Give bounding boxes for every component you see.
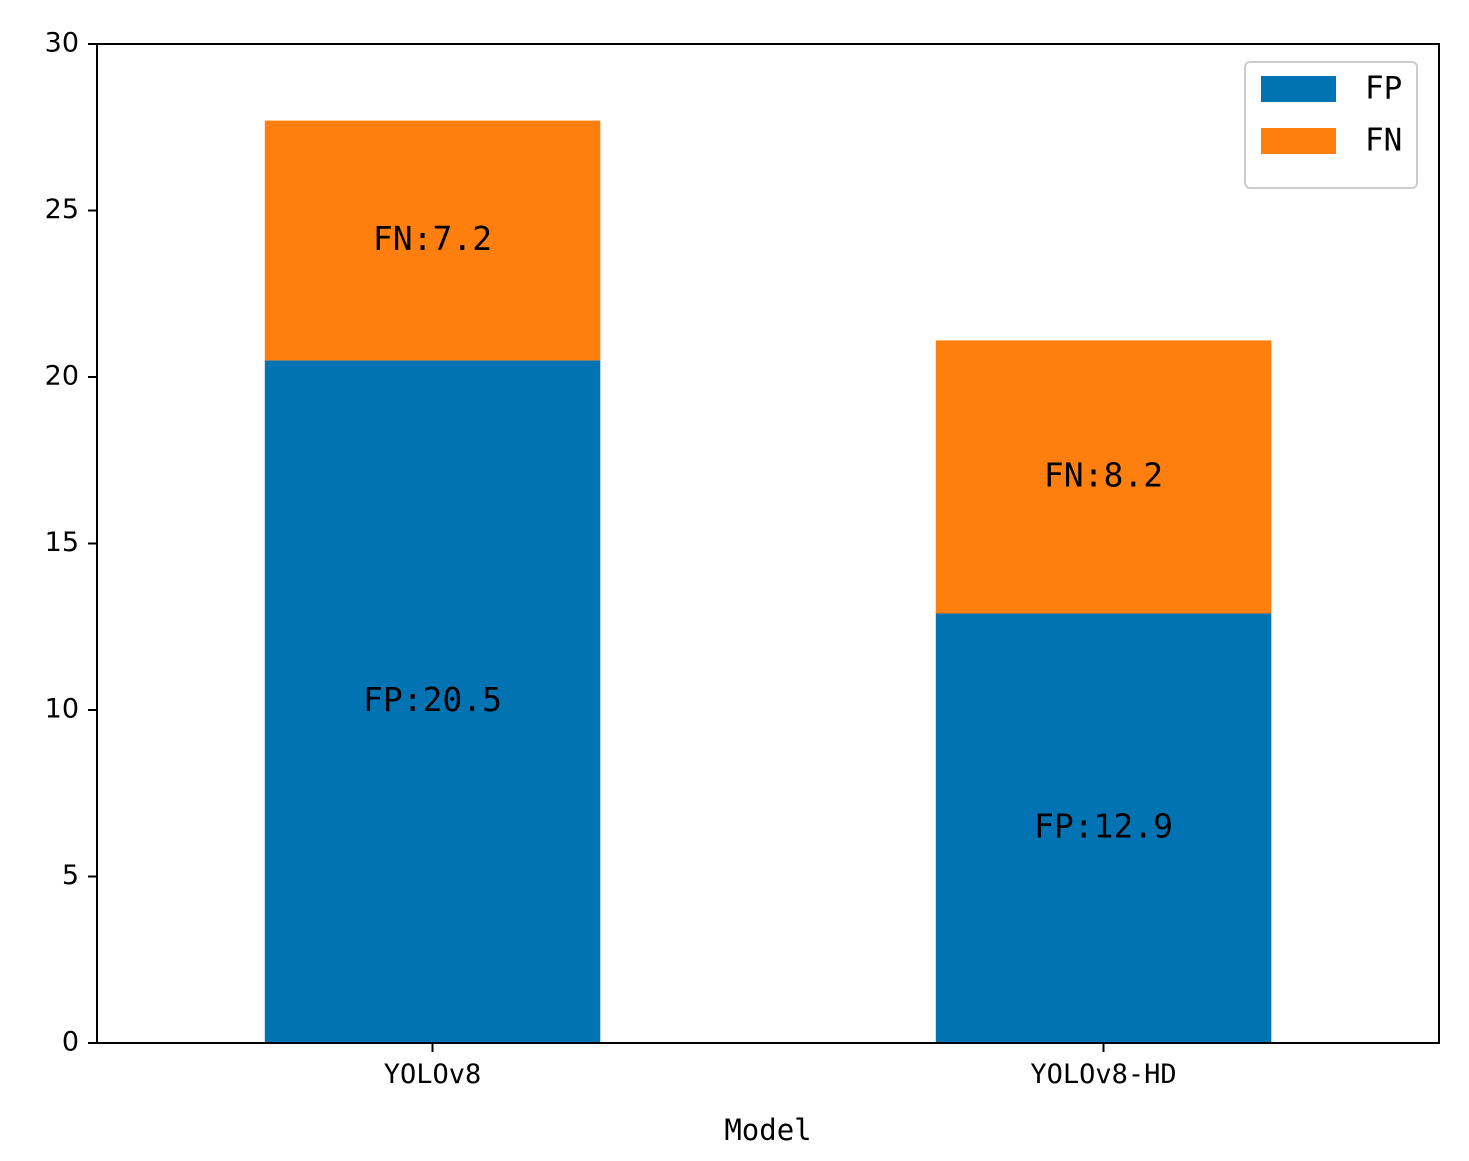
x-axis-title: Model (724, 1113, 811, 1147)
bar-fp-yolov8 (264, 360, 601, 1043)
y-tick-label: 30 (45, 28, 79, 59)
legend-label-fn: FN (1365, 123, 1402, 159)
y-tick-label: 25 (45, 194, 79, 225)
legend-label-fp: FP (1365, 71, 1402, 107)
y-tick-label: 10 (45, 694, 79, 725)
x-axis: YOLOv8 YOLOv8-HD (384, 1043, 1177, 1090)
bar-label-fn-yolov8-hd: FN:8.2 (1044, 455, 1163, 494)
bar-fn-yolov8-hd (935, 340, 1272, 614)
legend-swatch-fn (1261, 128, 1336, 154)
bar-fp-yolov8-hd (935, 613, 1272, 1043)
bar-fn-yolov8 (264, 120, 601, 361)
y-tick-label: 0 (62, 1027, 79, 1058)
x-tick-label: YOLOv8 (384, 1059, 482, 1090)
y-tick-label: 5 (62, 860, 79, 891)
legend-swatch-fp (1261, 76, 1336, 102)
bar-label-fp-yolov8: FP:20.5 (363, 680, 502, 719)
y-tick-label: 20 (45, 361, 79, 392)
bar-label-fn-yolov8: FN:7.2 (373, 219, 492, 258)
bar-label-fp-yolov8-hd: FP:12.9 (1034, 807, 1173, 846)
bars-layer: FP:20.5 FP:12.9 FN:7.2 FN:8.2 (264, 120, 1272, 1043)
y-tick-label: 15 (45, 527, 79, 558)
x-tick-label: YOLOv8-HD (1030, 1059, 1176, 1090)
legend: FP FN (1244, 61, 1418, 189)
y-axis: 0 5 10 15 20 25 30 (45, 28, 97, 1058)
